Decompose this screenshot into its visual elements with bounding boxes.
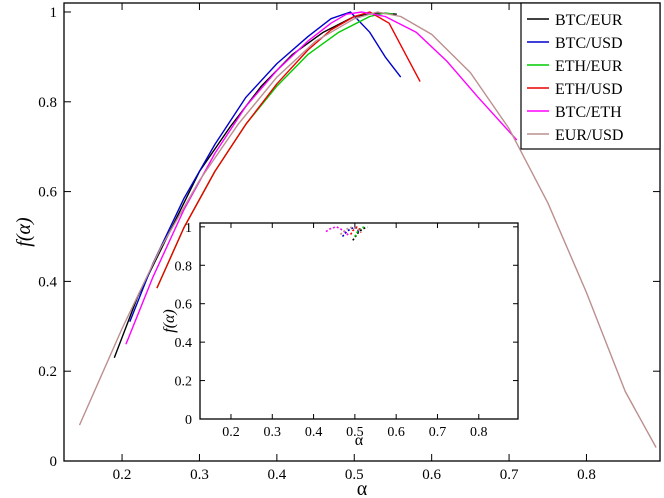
x-axis-title: α: [357, 478, 368, 498]
inset-y-tick-label: 0.6: [175, 298, 193, 313]
x-tick-label: 0.4: [267, 467, 286, 483]
inset-y-tick-label: 0.4: [175, 336, 193, 351]
inset-x-axis-title: α: [355, 432, 364, 449]
x-tick-label: 0.8: [577, 467, 596, 483]
inset-x-tick-label: 0.7: [429, 425, 447, 440]
inset-x-tick-label: 0.3: [264, 425, 282, 440]
inset-series-line-1: [341, 226, 360, 238]
inset-series-line-4: [325, 225, 350, 237]
series-line-eth-usd: [156, 11, 421, 289]
legend-label-btc-usd: BTC/USD: [555, 35, 623, 52]
inset-x-tick-label: 0.4: [305, 425, 323, 440]
legend-box: [520, 2, 661, 150]
inset-series-line-3: [349, 226, 362, 235]
y-axis-title: f(α): [13, 217, 35, 247]
series-line-btc-usd: [129, 11, 402, 323]
inset-plot-frame: [199, 222, 519, 420]
inset-series-line-5: [339, 226, 362, 236]
inset-x-tick-label: 0.6: [387, 425, 405, 440]
inset-x-tick-label: 0.5: [346, 425, 364, 440]
y-tick-label: 0.8: [38, 95, 57, 111]
series-line-btc-eur: [113, 12, 397, 358]
inset-series-line-2: [354, 226, 366, 237]
legend-label-eth-usd: ETH/USD: [555, 81, 623, 98]
y-tick-label: 0.4: [38, 274, 57, 290]
x-tick-label: 0.5: [345, 467, 364, 483]
legend-label-eur-usd: EUR/USD: [555, 127, 623, 144]
inset-y-tick-label: 1: [185, 221, 192, 236]
legend-label-btc-eur: BTC/EUR: [555, 12, 623, 29]
inset-plot: 0.2 0.3 0.4 0.5 0.6 0.7 0.8 0 0.2 0.4 0.6 0.8 1 α f(α): [161, 221, 519, 449]
y-tick-label: 0.6: [38, 185, 57, 201]
inset-y-tick-label: 0.2: [175, 375, 193, 390]
y-tick-label: 1: [50, 5, 58, 21]
inset-x-tick-label: 0.8: [470, 425, 488, 440]
x-tick-label: 0.3: [190, 467, 209, 483]
inset-y-tick-label: 0.8: [175, 259, 193, 274]
inset-x-tick-label: 0.2: [222, 425, 240, 440]
legend-label-btc-eth: BTC/ETH: [555, 104, 622, 121]
inset-y-axis-title: f(α): [161, 309, 178, 333]
x-tick-label: 0.7: [500, 467, 519, 483]
y-tick-label: 0: [50, 454, 58, 470]
x-tick-label: 0.6: [422, 467, 441, 483]
legend-label-eth-eur: ETH/EUR: [555, 58, 623, 75]
legend: BTC/EUR BTC/USD ETH/EUR ETH/USD BTC/ETH EUR/U…: [520, 2, 661, 150]
y-tick-label: 0.2: [38, 364, 57, 380]
inset-y-tick-label: 0: [185, 413, 192, 428]
series-line-eur-usd: [78, 11, 657, 448]
x-tick-label: 0.2: [113, 467, 132, 483]
